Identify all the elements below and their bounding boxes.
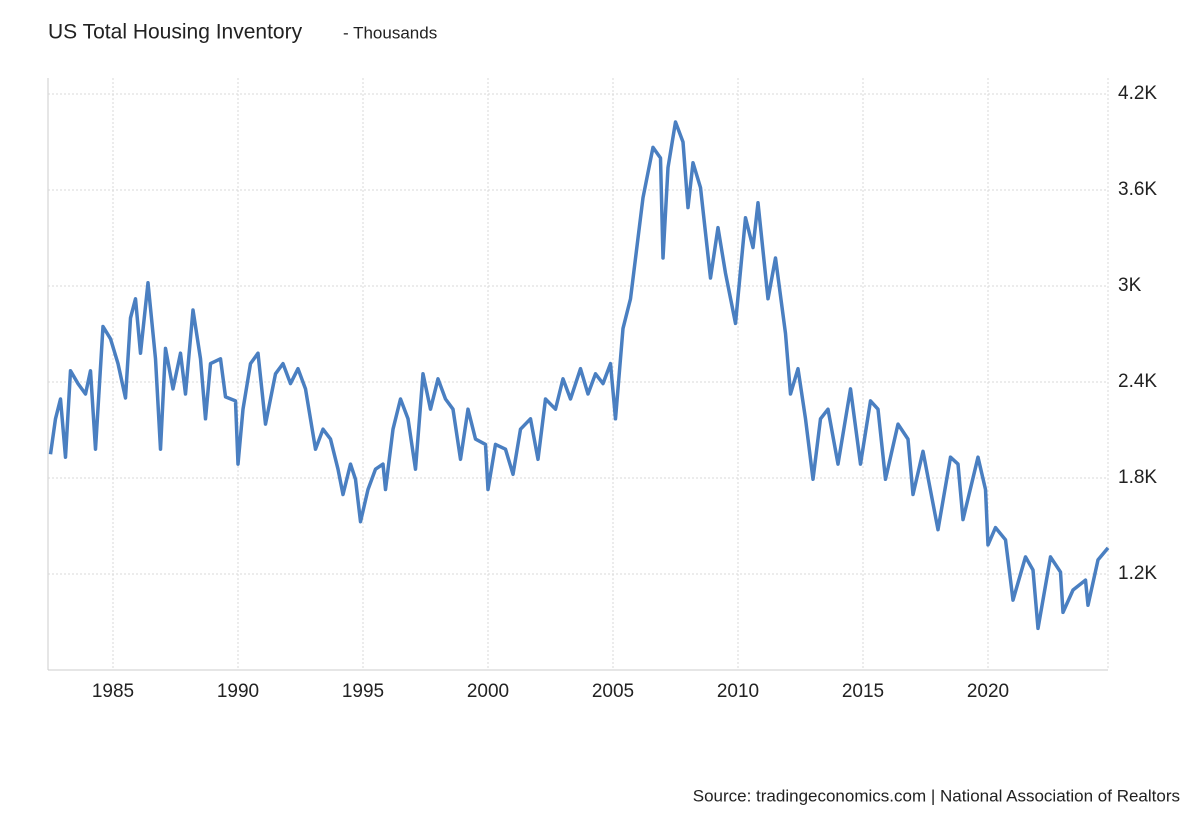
x-tick-label: 2015	[842, 681, 884, 702]
x-tick-label: 1990	[217, 681, 259, 702]
data-line	[48, 120, 1110, 631]
y-tick-label: 2.4K	[1118, 371, 1157, 392]
chart-title: US Total Housing Inventory	[48, 21, 303, 44]
x-tick-label: 2020	[967, 681, 1009, 702]
y-tick-label: 3.6K	[1118, 179, 1157, 200]
x-tick-label: 2010	[717, 681, 759, 702]
x-tick-label: 2005	[592, 681, 634, 702]
y-tick-label: 1.2K	[1118, 563, 1157, 584]
y-tick-label: 4.2K	[1118, 83, 1157, 104]
source: Source: tradingeconomics.com | National …	[693, 786, 1180, 805]
y-tick-label: 1.8K	[1118, 467, 1157, 488]
y-tick-label: 3K	[1118, 275, 1142, 296]
chart-subtitle: - Thousands	[343, 23, 437, 42]
x-tick-label: 2000	[467, 681, 509, 702]
x-tick-label: 1985	[92, 681, 134, 702]
x-tick-label: 1995	[342, 681, 384, 702]
